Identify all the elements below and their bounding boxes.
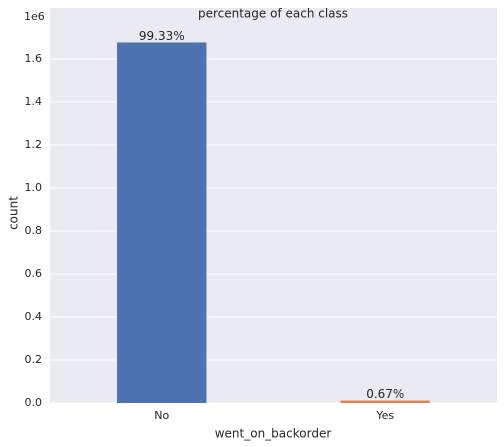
y-tick-label: 1.0 <box>25 181 43 194</box>
y-tick-label: 1.6 <box>25 52 43 65</box>
bar <box>340 400 430 403</box>
y-offset-label: 1e6 <box>24 10 45 23</box>
x-axis-label: went_on_backorder <box>215 427 332 441</box>
y-tick-label: 1.2 <box>25 138 43 151</box>
bar <box>117 42 207 404</box>
y-tick-label: 0.8 <box>25 224 43 237</box>
y-tick-label: 0.6 <box>25 267 43 280</box>
x-tick-label: No <box>154 409 169 422</box>
chart-title: percentage of each class <box>198 7 348 21</box>
y-tick-label: 1.4 <box>25 95 43 108</box>
y-tick-label: 0.2 <box>25 353 43 366</box>
y-tick-label: 0.4 <box>25 310 43 323</box>
value-label: 0.67% <box>366 387 404 401</box>
value-label: 99.33% <box>139 29 185 43</box>
x-tick-label: Yes <box>375 409 394 422</box>
y-axis-label: count <box>7 196 21 230</box>
y-tick-label: 0.0 <box>25 396 43 409</box>
